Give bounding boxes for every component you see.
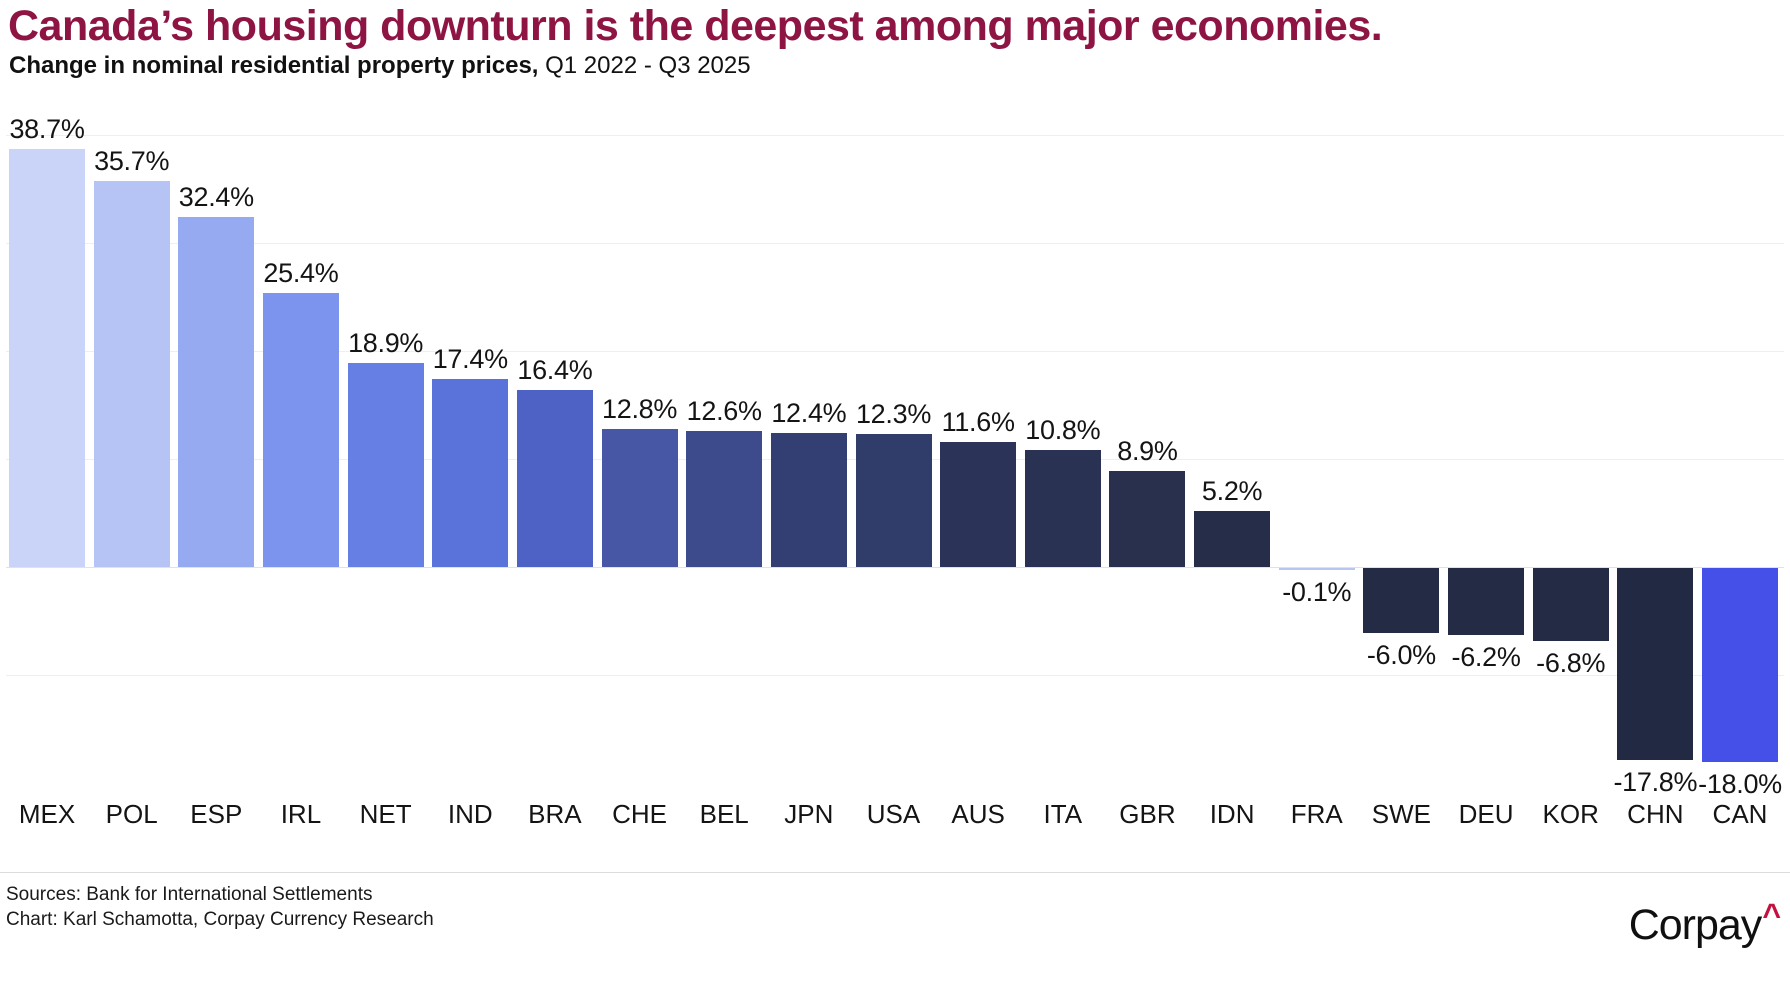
footer-divider: [0, 872, 1790, 873]
caret-icon: ^: [1762, 897, 1781, 933]
bar-value-label: -6.0%: [1366, 639, 1436, 670]
bar-value-label: -0.1%: [1282, 577, 1352, 607]
bar-AUS: [940, 441, 1017, 567]
bar-GBR: [1109, 470, 1186, 567]
x-axis-label-BRA: BRA: [528, 799, 582, 829]
x-axis-label-ITA: ITA: [1043, 799, 1083, 829]
bar-MEX: [9, 149, 85, 567]
bar-value-label: 16.4%: [517, 354, 593, 385]
bar-value-label: -17.8%: [1613, 767, 1698, 798]
bar-NET: [347, 362, 424, 567]
x-axis-label-BEL: BEL: [699, 799, 749, 829]
x-axis-label-GBR: GBR: [1119, 799, 1176, 829]
bar-value-label: 35.7%: [94, 146, 170, 177]
bar-CHN: [1617, 568, 1694, 761]
bar-IRL: [262, 292, 339, 567]
bar-value-label: 5.2%: [1201, 475, 1263, 506]
x-axis-label-IDN: IDN: [1209, 799, 1255, 829]
page-title: Canada’s housing downturn is the deepest…: [8, 2, 1383, 50]
x-axis-label-CHN: CHN: [1627, 799, 1684, 829]
bar-value-label: -6.2%: [1451, 641, 1521, 672]
credit-text: Chart: Karl Schamotta, Corpay Currency R…: [6, 909, 434, 930]
x-axis-label-JPN: JPN: [784, 799, 834, 829]
chart-subtitle: Change in nominal residential property p…: [9, 52, 751, 80]
bar-value-label: 8.9%: [1117, 435, 1178, 466]
x-axis-label-SWE: SWE: [1371, 799, 1431, 829]
x-axis-label-ESP: ESP: [190, 799, 243, 829]
bar-value-label: 17.4%: [432, 344, 508, 375]
x-axis-label-AUS: AUS: [951, 799, 1005, 829]
bar-IND: [432, 379, 509, 567]
sources-text: Sources: Bank for International Settleme…: [6, 884, 373, 905]
bar-ESP: [178, 217, 255, 567]
bar-value-label: 12.8%: [602, 393, 678, 424]
x-axis-label-POL: POL: [105, 799, 158, 829]
bar-CAN: [1702, 568, 1778, 763]
gridline: [6, 135, 1784, 136]
bar-BEL: [686, 430, 763, 567]
corpay-logo-text: Corpay: [1628, 901, 1763, 949]
bar-BRA: [516, 389, 593, 567]
x-axis-label-USA: USA: [866, 799, 921, 829]
bar-CHE: [601, 428, 678, 567]
bar-DEU: [1448, 568, 1525, 635]
x-axis-label-CAN: CAN: [1712, 799, 1768, 829]
bar-value-label: 12.3%: [855, 399, 932, 430]
bar-KOR: [1532, 568, 1609, 642]
bar-SWE: [1363, 568, 1440, 633]
x-axis-label-DEU: DEU: [1458, 799, 1514, 829]
bar-value-label: 18.9%: [348, 327, 424, 358]
subtitle-measure: Change in nominal residential property p…: [9, 52, 539, 79]
bar-value-label: 12.6%: [686, 395, 762, 426]
corpay-logo: Corpay^: [1628, 897, 1781, 950]
bar-value-label: 10.8%: [1025, 415, 1101, 446]
bar-FRA: [1278, 568, 1355, 570]
bar-JPN: [770, 433, 847, 567]
bar-value-label: 32.4%: [178, 182, 254, 213]
bar-value-label: 38.7%: [9, 114, 85, 145]
bar-value-label: 12.4%: [771, 398, 847, 429]
x-axis-label-KOR: KOR: [1542, 799, 1599, 829]
x-axis-label-MEX: MEX: [18, 799, 76, 829]
bar-ITA: [1024, 450, 1101, 567]
bar-value-label: -18.0%: [1698, 769, 1782, 800]
x-axis-label-NET: NET: [359, 799, 412, 829]
gridline: [6, 243, 1784, 244]
bar-value-label: 11.6%: [941, 406, 1015, 437]
bar-POL: [93, 181, 170, 567]
bar-value-label: 25.4%: [263, 257, 339, 288]
x-axis-label-IRL: IRL: [280, 799, 322, 829]
x-axis-label-FRA: FRA: [1290, 799, 1343, 829]
gridline: [6, 351, 1784, 352]
zero-gridline: [6, 567, 1784, 568]
bar-USA: [855, 434, 932, 567]
x-axis-label-CHE: CHE: [612, 799, 667, 829]
bar-IDN: [1194, 510, 1271, 567]
gridline: [6, 675, 1784, 676]
bar-value-label: -6.8%: [1536, 648, 1606, 679]
subtitle-period: Q1 2022 - Q3 2025: [538, 52, 751, 79]
x-axis-label-IND: IND: [447, 799, 493, 829]
